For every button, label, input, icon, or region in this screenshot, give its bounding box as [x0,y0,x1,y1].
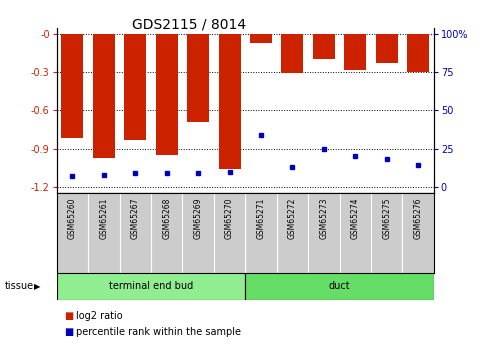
Bar [344,34,366,70]
Text: ■: ■ [64,327,73,337]
Bar [407,34,429,72]
Bar [376,34,398,63]
Text: GSM65271: GSM65271 [256,197,266,238]
Text: ▶: ▶ [34,282,40,291]
Text: ■: ■ [64,311,73,321]
Text: GSM65261: GSM65261 [99,197,108,238]
Text: GDS2115 / 8014: GDS2115 / 8014 [132,17,246,31]
Bar [187,34,209,122]
Bar [245,273,434,300]
Text: GSM65270: GSM65270 [225,197,234,239]
Bar [250,34,272,43]
Text: terminal end bud: terminal end bud [109,282,193,291]
Bar [218,34,241,169]
Text: GSM65267: GSM65267 [131,197,140,239]
Text: tissue: tissue [5,282,34,291]
Text: GSM65268: GSM65268 [162,197,171,238]
Bar [57,273,245,300]
Text: GSM65260: GSM65260 [68,197,77,239]
Text: GSM65275: GSM65275 [382,197,391,239]
Bar [282,34,303,73]
Text: percentile rank within the sample: percentile rank within the sample [76,327,242,337]
Text: log2 ratio: log2 ratio [76,311,123,321]
Text: GSM65272: GSM65272 [288,197,297,238]
Bar [124,34,146,140]
Text: GSM65269: GSM65269 [194,197,203,239]
Bar [156,34,177,155]
Text: GSM65273: GSM65273 [319,197,328,239]
Bar [313,34,335,59]
Bar [93,34,115,158]
Text: duct: duct [329,282,351,291]
Bar [62,34,83,138]
Text: GSM65274: GSM65274 [351,197,360,239]
Text: GSM65276: GSM65276 [414,197,423,239]
